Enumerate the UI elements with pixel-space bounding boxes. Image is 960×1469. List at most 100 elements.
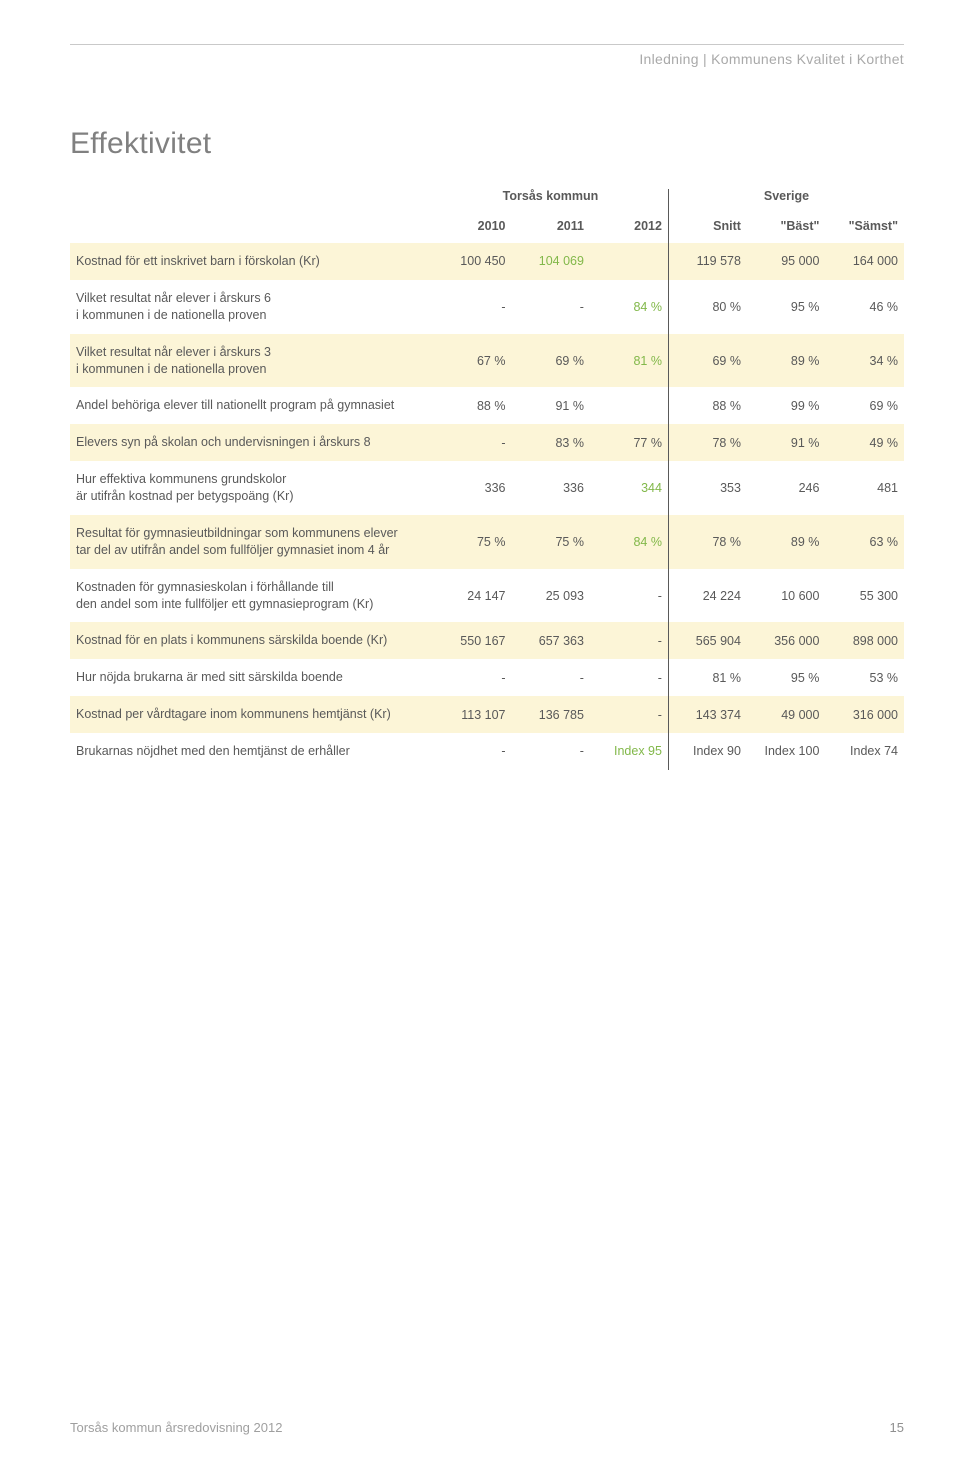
col-header-empty [70, 213, 433, 243]
page-footer: Torsås kommun årsredovisning 2012 15 [70, 1420, 904, 1435]
table-row: Kostnad per vårdtagare inom kommunens he… [70, 696, 904, 733]
cell: - [433, 659, 511, 696]
breadcrumb: Inledning | Kommunens Kvalitet i Korthet [70, 51, 904, 67]
cell: 95 % [747, 659, 825, 696]
cell: - [433, 424, 511, 461]
row-label: Hur effektiva kommunens grundskolorär ut… [70, 461, 433, 515]
cell: 565 904 [668, 622, 746, 659]
cell: 336 [433, 461, 511, 515]
cell: 89 % [747, 515, 825, 569]
cell: 75 % [433, 515, 511, 569]
cell: - [590, 569, 668, 623]
row-label: Elevers syn på skolan och undervisningen… [70, 424, 433, 461]
cell: 136 785 [511, 696, 589, 733]
cell: 63 % [825, 515, 904, 569]
header-rule [70, 44, 904, 45]
cell: 46 % [825, 280, 904, 334]
cell: 88 % [668, 387, 746, 424]
cell: 113 107 [433, 696, 511, 733]
col-header-2011: 2011 [511, 213, 589, 243]
cell: 88 % [433, 387, 511, 424]
cell [590, 387, 668, 424]
cell: 53 % [825, 659, 904, 696]
cell: 898 000 [825, 622, 904, 659]
cell: - [590, 659, 668, 696]
table-row: Hur nöjda brukarna är med sitt särskilda… [70, 659, 904, 696]
row-label: Andel behöriga elever till nationellt pr… [70, 387, 433, 424]
cell: 83 % [511, 424, 589, 461]
row-label: Brukarnas nöjdhet med den hemtjänst de e… [70, 733, 433, 770]
cell: 143 374 [668, 696, 746, 733]
col-header-snitt: Snitt [668, 213, 746, 243]
cell: 95 000 [747, 243, 825, 280]
row-label: Resultat för gymnasieutbildningar som ko… [70, 515, 433, 569]
cell: 119 578 [668, 243, 746, 280]
cell: 100 450 [433, 243, 511, 280]
row-label: Vilket resultat når elever i årskurs 6i … [70, 280, 433, 334]
table-row: Kostnaden för gymnasieskolan i förhållan… [70, 569, 904, 623]
cell: 10 600 [747, 569, 825, 623]
cell: 95 % [747, 280, 825, 334]
table-row: Vilket resultat når elever i årskurs 6i … [70, 280, 904, 334]
column-header-row: 2010 2011 2012 Snitt "Bäst" "Sämst" [70, 213, 904, 243]
cell: 69 % [825, 387, 904, 424]
cell: 84 % [590, 280, 668, 334]
cell: - [433, 280, 511, 334]
row-label: Kostnaden för gymnasieskolan i förhållan… [70, 569, 433, 623]
cell: - [590, 696, 668, 733]
footer-left-text: Torsås kommun årsredovisning 2012 [70, 1420, 282, 1435]
group-header-right: Sverige [668, 189, 904, 213]
cell: - [511, 733, 589, 770]
col-header-2012: 2012 [590, 213, 668, 243]
table-row: Kostnad för ett inskrivet barn i förskol… [70, 243, 904, 280]
table-row: Kostnad för en plats i kommunens särskil… [70, 622, 904, 659]
effektivitet-table: Torsås kommun Sverige 2010 2011 2012 Sni… [70, 189, 904, 770]
col-header-2010: 2010 [433, 213, 511, 243]
cell: 81 % [668, 659, 746, 696]
cell: 104 069 [511, 243, 589, 280]
col-header-bast: "Bäst" [747, 213, 825, 243]
cell: 481 [825, 461, 904, 515]
cell: 336 [511, 461, 589, 515]
cell: Index 95 [590, 733, 668, 770]
cell: 356 000 [747, 622, 825, 659]
cell: 91 % [511, 387, 589, 424]
cell: 25 093 [511, 569, 589, 623]
cell: 344 [590, 461, 668, 515]
cell: 353 [668, 461, 746, 515]
cell: 99 % [747, 387, 825, 424]
group-header-row: Torsås kommun Sverige [70, 189, 904, 213]
cell: - [590, 622, 668, 659]
cell: 316 000 [825, 696, 904, 733]
cell: Index 74 [825, 733, 904, 770]
cell: 78 % [668, 515, 746, 569]
row-label: Kostnad per vårdtagare inom kommunens he… [70, 696, 433, 733]
cell: 69 % [668, 334, 746, 388]
cell: 657 363 [511, 622, 589, 659]
cell: 49 000 [747, 696, 825, 733]
cell: - [511, 280, 589, 334]
cell [590, 243, 668, 280]
table-row: Hur effektiva kommunens grundskolorär ut… [70, 461, 904, 515]
page-number: 15 [890, 1420, 904, 1435]
cell: 67 % [433, 334, 511, 388]
cell: 24 147 [433, 569, 511, 623]
cell: 75 % [511, 515, 589, 569]
cell: 91 % [747, 424, 825, 461]
cell: 550 167 [433, 622, 511, 659]
group-header-left: Torsås kommun [433, 189, 668, 213]
cell: 34 % [825, 334, 904, 388]
cell: 81 % [590, 334, 668, 388]
cell: 55 300 [825, 569, 904, 623]
cell: 89 % [747, 334, 825, 388]
table-row: Elevers syn på skolan och undervisningen… [70, 424, 904, 461]
cell: 246 [747, 461, 825, 515]
cell: Index 90 [668, 733, 746, 770]
table-row: Brukarnas nöjdhet med den hemtjänst de e… [70, 733, 904, 770]
cell: Index 100 [747, 733, 825, 770]
row-label: Hur nöjda brukarna är med sitt särskilda… [70, 659, 433, 696]
row-label: Vilket resultat når elever i årskurs 3i … [70, 334, 433, 388]
cell: 78 % [668, 424, 746, 461]
cell: 49 % [825, 424, 904, 461]
cell: 77 % [590, 424, 668, 461]
